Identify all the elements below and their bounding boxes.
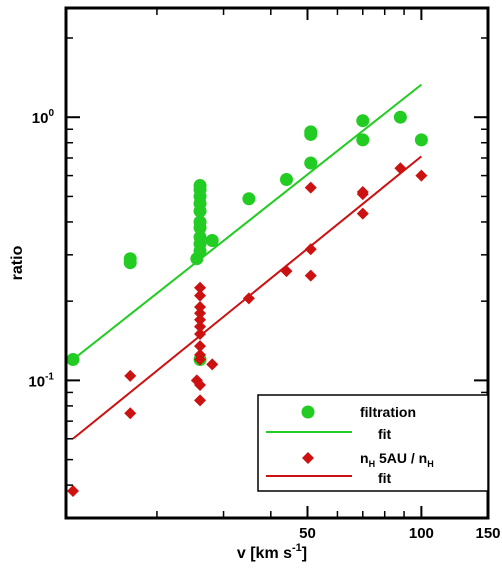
filtration-point: [66, 353, 80, 367]
filtration-point: [356, 133, 370, 147]
density-ratio-point: [415, 169, 428, 182]
density-ratio-point: [194, 328, 207, 341]
legend-label: fit: [378, 470, 392, 486]
density-ratio-point: [194, 281, 207, 294]
density-ratio-point: [194, 289, 207, 302]
filtration-point: [304, 125, 318, 139]
density-ratio-point: [356, 207, 369, 220]
x-tick-label: 50: [299, 525, 316, 542]
x-tick-label: 100: [409, 525, 434, 542]
x-axis-label: v [km s-1]: [237, 542, 307, 562]
density-ratio-point: [124, 369, 137, 382]
filtration-point: [193, 179, 207, 193]
density-ratio-point: [124, 407, 137, 420]
density-ratio-point: [194, 307, 207, 320]
axis-ticks: 100 10-1 50 100 150: [28, 8, 501, 542]
legend-label: fit: [378, 426, 392, 442]
x-axis-label-end: ]: [302, 545, 307, 562]
legend-circle-marker: [301, 405, 315, 419]
legend-label: filtration: [360, 404, 416, 420]
filtration-point: [193, 215, 207, 229]
x-axis-label-text: v [km s: [237, 545, 292, 562]
filtration-point: [193, 230, 207, 244]
x-tick-label: 150: [475, 525, 500, 542]
filtration-point: [393, 110, 407, 124]
density-ratio-point: [206, 358, 219, 371]
density-ratio-point: [394, 162, 407, 175]
density-ratio-point: [194, 394, 207, 407]
density-ratio-point: [194, 379, 207, 392]
y-axis-label: ratio: [9, 245, 26, 280]
density-ratio-point: [304, 243, 317, 256]
density-ratio-point: [194, 320, 207, 333]
filtration-point: [304, 156, 318, 170]
x-axis-label-exponent: -1: [292, 542, 302, 554]
plot-frame: [64, 6, 490, 520]
fit-line-1: [72, 83, 422, 361]
y-tick-label: 100: [32, 108, 55, 127]
density-ratio-point: [242, 292, 255, 305]
density-ratio-point: [280, 265, 293, 278]
density-ratio-point: [356, 185, 369, 198]
filtration-point: [279, 172, 293, 186]
density-ratio-point: [194, 340, 207, 353]
legend-diamond-marker: [302, 452, 314, 464]
density-ratio-point: [304, 269, 317, 282]
filtration-point: [123, 256, 137, 270]
filtration-point: [242, 192, 256, 206]
y-tick-label: 10-1: [28, 371, 54, 390]
density-ratio-point: [194, 313, 207, 326]
density-ratio-point: [194, 301, 207, 314]
filtration-point: [414, 133, 428, 147]
density-ratio-point: [194, 348, 207, 361]
filtration-point: [205, 234, 219, 248]
legend-label: nH 5AU / nH: [360, 450, 434, 469]
density-ratio-point: [304, 181, 317, 194]
density-ratio-point: [66, 484, 79, 497]
filtration-point: [356, 114, 370, 128]
chart-marks: [66, 83, 428, 497]
